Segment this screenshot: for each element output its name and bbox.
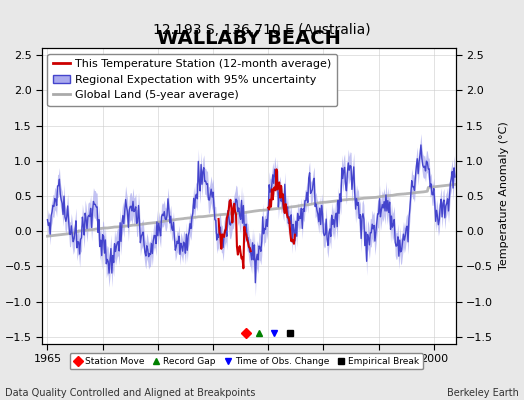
Title: WALLABY BEACH: WALLABY BEACH	[157, 29, 341, 48]
Y-axis label: Temperature Anomaly (°C): Temperature Anomaly (°C)	[499, 122, 509, 270]
Legend: This Temperature Station (12-month average), Regional Expectation with 95% uncer: This Temperature Station (12-month avera…	[48, 54, 337, 106]
Legend: Station Move, Record Gap, Time of Obs. Change, Empirical Break: Station Move, Record Gap, Time of Obs. C…	[70, 353, 423, 370]
Text: Berkeley Earth: Berkeley Earth	[447, 388, 519, 398]
Text: 12.193 S, 136.710 E (Australia): 12.193 S, 136.710 E (Australia)	[153, 23, 371, 37]
Text: Data Quality Controlled and Aligned at Breakpoints: Data Quality Controlled and Aligned at B…	[5, 388, 256, 398]
